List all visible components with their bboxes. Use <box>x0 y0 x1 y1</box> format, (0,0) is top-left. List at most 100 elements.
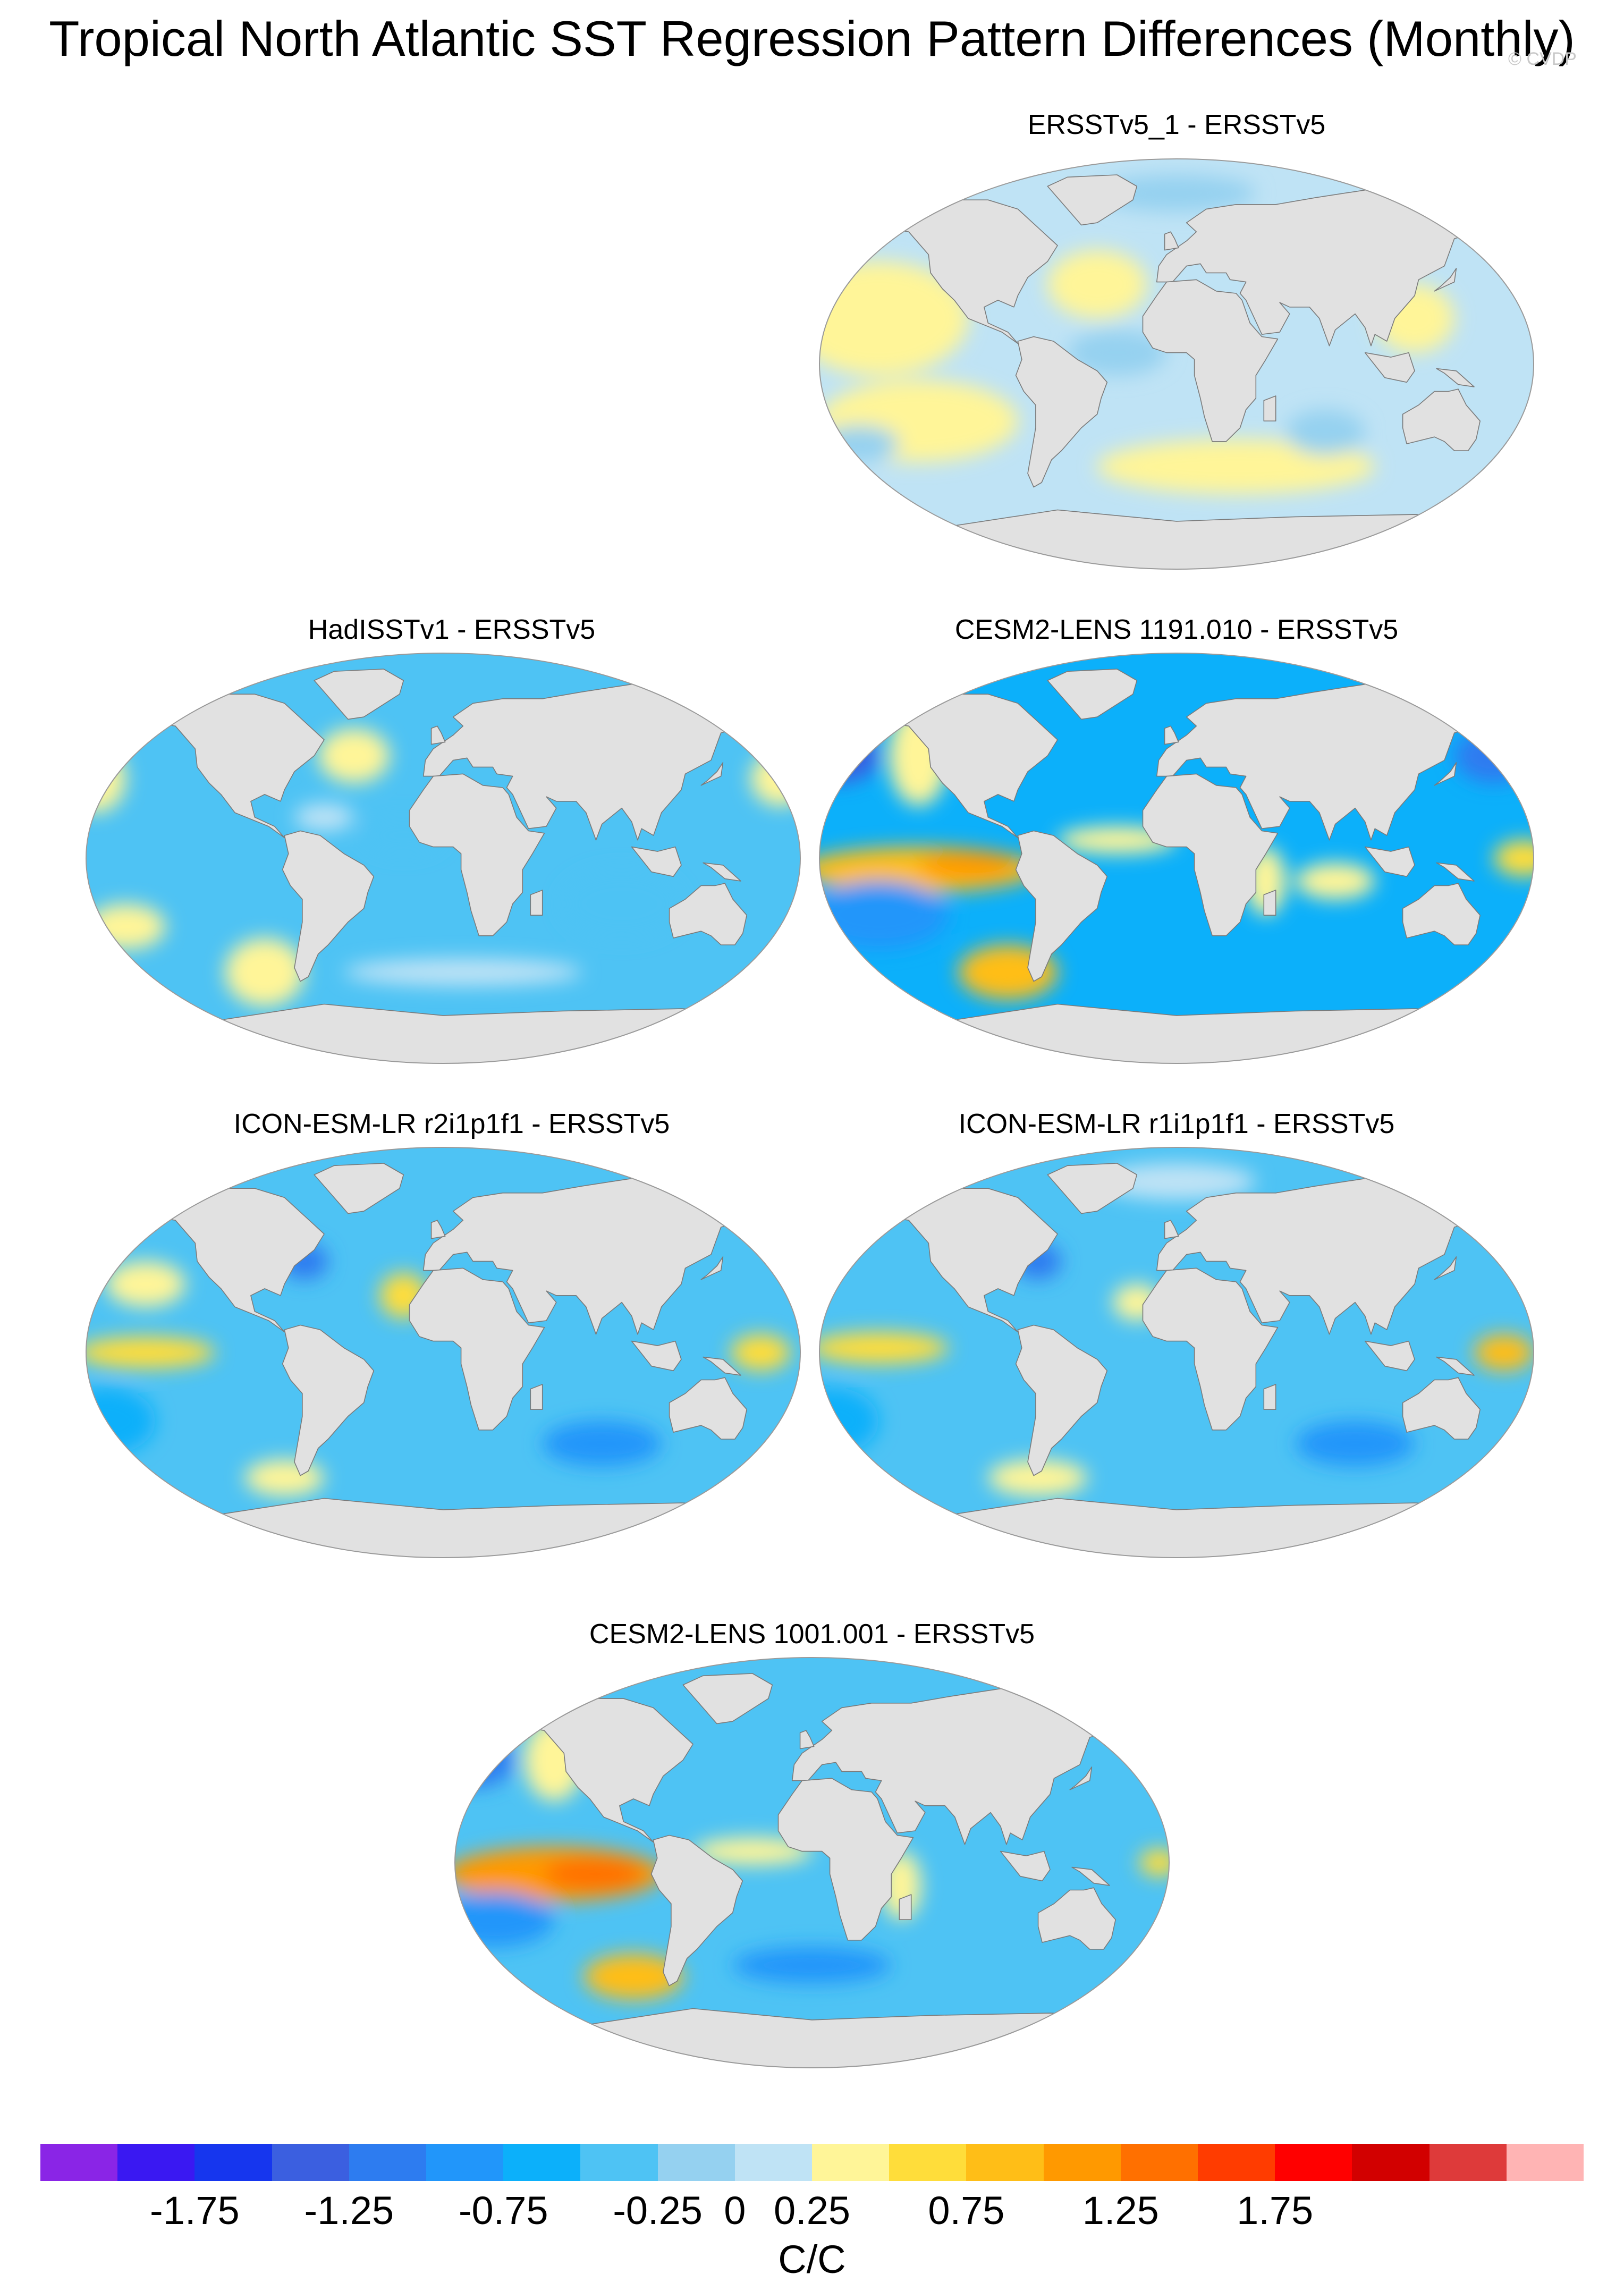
colorbar-box-6 <box>503 2144 581 2181</box>
panel-title-5: ICON-ESM-LR r1i1p1f1 - ERSSTv5 <box>958 1109 1395 1139</box>
colorbar-box-16 <box>1275 2144 1352 2181</box>
colorbar-units: C/C <box>778 2237 846 2281</box>
landmass-madagascar <box>1263 395 1276 422</box>
landmass-eurasia <box>422 1176 800 1335</box>
anomaly-region-1 <box>544 1858 644 1890</box>
watermark: © CVDP <box>1508 49 1577 69</box>
landmass-madagascar <box>899 1894 912 1921</box>
colorbar-tick-label: -1.25 <box>304 2188 394 2233</box>
anomaly-region-0 <box>86 1337 215 1368</box>
landmass-north-america <box>847 1188 1058 1333</box>
landmass-south-america <box>282 1324 375 1476</box>
map-panel-1 <box>819 158 1534 570</box>
landmass-greenland <box>682 1673 773 1724</box>
page-title: Tropical North Atlantic SST Regression P… <box>49 11 1575 66</box>
map-panel-4 <box>86 1147 801 1558</box>
map-border <box>454 1657 1170 2068</box>
anomaly-region-4 <box>1494 840 1534 877</box>
colorbar-box-11 <box>889 2144 967 2181</box>
landmass-new-guinea <box>703 862 741 882</box>
map-panel-6 <box>454 1657 1170 2068</box>
landmass-new-zealand <box>774 944 797 964</box>
landmass-new-zealand <box>1507 450 1530 470</box>
landmass-madagascar <box>530 890 543 916</box>
landmass-south-america <box>1015 830 1108 982</box>
colorbar-box-2 <box>194 2144 273 2181</box>
landmass-japan <box>1069 1766 1093 1790</box>
colorbar-tick-label: -0.25 <box>613 2188 703 2233</box>
colorbar-box-1 <box>117 2144 195 2181</box>
landmass-new-guinea <box>1436 368 1475 387</box>
landmass-japan <box>700 762 724 786</box>
landmass-indonesia <box>631 846 682 877</box>
colorbar <box>40 2144 1584 2181</box>
landmass-africa <box>1142 1267 1279 1431</box>
landmass-africa <box>1142 279 1279 442</box>
anomaly-region-8 <box>1454 728 1534 783</box>
panel-title-1: ERSSTv5_1 - ERSSTv5 <box>1027 109 1326 140</box>
landmass-australia <box>669 883 747 945</box>
anomaly-region-2 <box>225 938 304 1007</box>
anomaly-region-0 <box>318 728 390 783</box>
landmass-africa <box>409 1267 545 1431</box>
map-border <box>819 158 1534 570</box>
map-border <box>86 1147 801 1558</box>
colorbar-tick-label: 0.25 <box>773 2188 851 2233</box>
anomaly-region-1 <box>819 380 1018 462</box>
anomaly-region-5 <box>1067 329 1167 376</box>
map-panel-3 <box>819 653 1534 1064</box>
landmass-uk <box>1164 725 1179 745</box>
landmass-greenland <box>314 1163 404 1214</box>
colorbar-box-0 <box>40 2144 118 2181</box>
anomaly-region-4 <box>1285 409 1365 455</box>
landmass-south-america <box>1015 1324 1108 1476</box>
colorbar-box-19 <box>1506 2144 1584 2181</box>
anomaly-region-2 <box>583 1954 683 2000</box>
landmass-north-america <box>113 1188 325 1333</box>
anomaly-region-1 <box>918 851 1018 879</box>
anomaly-region-9 <box>819 881 949 950</box>
anomaly-region-3 <box>1097 439 1375 494</box>
landmass-madagascar <box>1263 1384 1276 1410</box>
anomaly-region-4 <box>244 1459 324 1497</box>
landmass-new-zealand <box>1507 944 1530 964</box>
landmass-indonesia <box>1364 846 1415 877</box>
landmass-greenland <box>1047 174 1138 226</box>
landmass-new-guinea <box>1436 1356 1475 1376</box>
landmass-new-zealand <box>774 1439 797 1458</box>
colorbar-box-15 <box>1198 2144 1275 2181</box>
colorbar-box-17 <box>1352 2144 1430 2181</box>
landmass-north-america <box>113 694 325 839</box>
landmass-australia <box>1037 1887 1116 1950</box>
colorbar-box-8 <box>657 2144 735 2181</box>
colorbar-box-4 <box>349 2144 427 2181</box>
anomaly-region-6 <box>1296 1421 1415 1467</box>
colorbar-box-5 <box>426 2144 504 2181</box>
landmass-new-guinea <box>703 1356 741 1376</box>
map-border <box>819 653 1534 1064</box>
anomaly-region-9 <box>732 1947 892 1984</box>
panel-title-2: HadISSTv1 - ERSSTv5 <box>308 614 596 645</box>
anomaly-region-10 <box>1296 863 1375 900</box>
map-panel-5 <box>819 1147 1534 1558</box>
landmass-eurasia <box>791 1686 1169 1845</box>
landmass-new-zealand <box>1143 1949 1166 1968</box>
landmass-new-guinea <box>1071 1866 1110 1886</box>
landmass-africa <box>409 773 545 936</box>
landmass-japan <box>1434 268 1457 292</box>
colorbar-box-3 <box>272 2144 350 2181</box>
landmass-eurasia <box>1156 1176 1534 1335</box>
landmass-eurasia <box>422 682 800 841</box>
landmass-indonesia <box>631 1340 682 1372</box>
colorbar-tick-label: -0.75 <box>458 2188 548 2233</box>
landmass-new-zealand <box>1507 1439 1530 1458</box>
anomaly-region-7 <box>1097 175 1256 212</box>
colorbar-box-7 <box>580 2144 658 2181</box>
landmass-greenland <box>1047 669 1138 720</box>
landmass-indonesia <box>1000 1850 1051 1882</box>
landmass-japan <box>1434 1256 1457 1280</box>
anomaly-region-3 <box>988 1459 1087 1497</box>
anomaly-region-7 <box>542 1421 662 1467</box>
anomaly-region-7 <box>562 869 681 939</box>
landmass-north-america <box>847 199 1058 344</box>
